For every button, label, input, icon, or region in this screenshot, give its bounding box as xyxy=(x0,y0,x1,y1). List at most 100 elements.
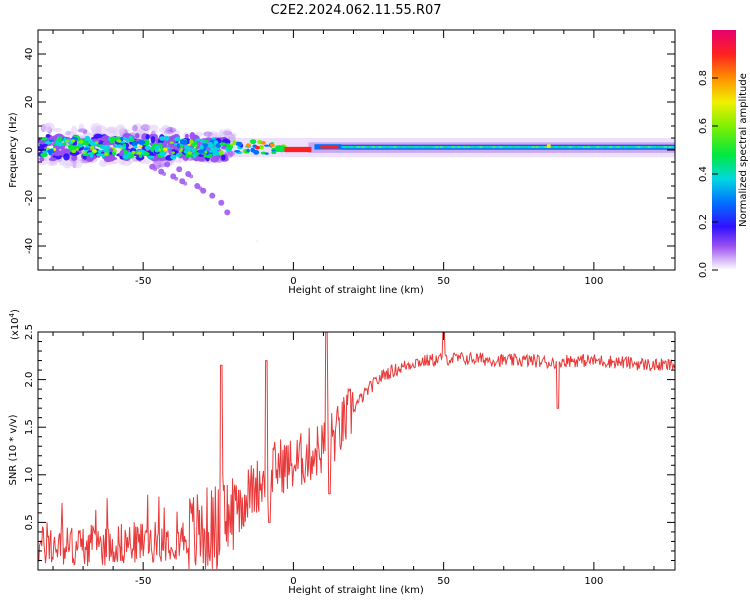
spectrogram-blob xyxy=(131,141,138,147)
spectrogram-blob xyxy=(45,133,51,138)
colorbar-tick-label: 0.8 xyxy=(698,70,709,86)
spectrogram-blob xyxy=(631,146,635,149)
spectrogram-blob xyxy=(511,146,515,149)
spectrogram-blob xyxy=(218,199,225,206)
spectrogram-blob xyxy=(181,139,188,145)
spectrogram-blob xyxy=(184,133,189,139)
spectrogram-blob xyxy=(101,135,110,142)
spectrogram-blob xyxy=(145,133,150,141)
spectrogram-blob xyxy=(134,132,140,139)
spectrogram-blob xyxy=(250,147,256,153)
spectrogram-blob xyxy=(361,146,365,149)
spectrogram-blob xyxy=(90,145,95,150)
spectrogram-blob xyxy=(75,148,79,151)
spectrogram-blob xyxy=(616,146,620,149)
spectrogram-blob xyxy=(519,146,523,149)
spectrogram-blob xyxy=(405,146,409,149)
spectrogram-blob xyxy=(111,147,116,150)
spectrogram-blob xyxy=(71,159,83,169)
spectrogram-blob xyxy=(179,148,183,152)
snr-axes: -50 0 50 100 0.5 1.0 1.5 2.0 2.5 xyxy=(24,324,675,587)
spectrogram-blob xyxy=(474,146,478,149)
spectrogram-blob xyxy=(198,186,203,191)
colorbar-gradient xyxy=(712,30,736,270)
spectrogram-blob xyxy=(424,146,429,149)
spectrogram-blob xyxy=(192,154,197,159)
spectrogram-blob xyxy=(112,149,117,153)
spectrogram-blob xyxy=(109,136,117,142)
spectrogram-blob xyxy=(256,240,259,243)
x-tick-label: -50 xyxy=(135,576,151,587)
x-tick-label: 100 xyxy=(584,576,603,587)
spectrogram-blob xyxy=(65,140,70,143)
spectrogram-blob xyxy=(385,146,389,149)
spectrogram-blob xyxy=(171,151,175,154)
spectrogram-blob xyxy=(143,151,150,156)
spectrogram-blob xyxy=(120,136,124,142)
snr-xlabel: Height of straight line (km) xyxy=(288,585,424,596)
spectrogram-blob xyxy=(57,141,63,147)
spectrogram-blob xyxy=(264,144,270,147)
spectrogram-blob xyxy=(148,124,159,132)
strong-line-segment xyxy=(284,146,312,153)
spectrogram-blob xyxy=(160,151,167,157)
spectrogram-blob xyxy=(531,146,536,149)
spectrogram-blob xyxy=(62,158,73,169)
spectrogram-blob xyxy=(483,146,487,149)
spectrogram-blob xyxy=(39,156,45,162)
spectrogram-blob xyxy=(161,124,171,132)
spectrogram-blob xyxy=(173,138,180,141)
spectrogram-blob xyxy=(180,144,184,148)
colorbar-axes: 0.0 0.2 0.4 0.6 0.8 xyxy=(698,70,718,278)
spectrogram-blob xyxy=(345,146,350,149)
spectrogram-blob xyxy=(658,146,663,149)
x-tick-label: 100 xyxy=(584,276,603,287)
spectrogram-blob xyxy=(67,144,74,150)
spectrogram-blob xyxy=(52,127,63,132)
spectrogram-blob xyxy=(91,125,102,134)
spectrogram-image xyxy=(38,122,675,243)
spectrogram-blob xyxy=(466,146,471,149)
spectrogram-blob xyxy=(83,141,90,146)
spectrogram-blob xyxy=(163,135,170,141)
spectrogram-axes: -50 0 50 100 40 20 0 -20 -40 xyxy=(24,30,675,287)
spectrogram-blob xyxy=(48,157,57,162)
y-tick-label: 2.0 xyxy=(24,372,35,388)
spectrogram-blob xyxy=(221,154,226,161)
spectrogram-blob xyxy=(71,150,77,153)
spectrogram-blob xyxy=(398,146,402,149)
steady-line-core xyxy=(341,145,675,149)
spectrogram-blob xyxy=(63,153,70,161)
spectrogram-blob xyxy=(504,146,508,149)
spectrogram-blob xyxy=(210,155,220,163)
snr-multiplier-base: (x10 xyxy=(10,317,21,340)
spectrogram-blob xyxy=(224,209,231,216)
spectrogram-blob xyxy=(193,140,198,144)
spectrogram-blob xyxy=(428,146,433,149)
spectrogram-blob xyxy=(479,146,483,149)
figure-title: C2E2.2024.062.11.55.R07 xyxy=(270,3,441,18)
spectrogram-blob xyxy=(122,154,130,160)
spectrogram-blob xyxy=(260,141,266,145)
spectrogram-blob xyxy=(162,147,168,152)
spectrogram-blob xyxy=(105,141,116,146)
spectrogram-blob xyxy=(89,154,93,158)
spectrogram-blob xyxy=(115,124,126,133)
spectrogram-ylabel: Frequency (Hz) xyxy=(8,112,19,188)
spectrogram-blob xyxy=(40,137,48,141)
spectrogram-blob xyxy=(249,139,257,145)
spectrogram-blob xyxy=(77,128,88,133)
spectrogram-blob xyxy=(176,166,183,173)
spectrogram-blob xyxy=(189,139,194,144)
spectrogram-blob xyxy=(219,142,227,146)
spectrogram-blob xyxy=(146,155,155,159)
colorbar-tick-label: 0.4 xyxy=(698,166,709,182)
snr-frame xyxy=(37,331,676,571)
spectrogram-blob xyxy=(224,150,236,157)
spectrogram-blob xyxy=(95,141,99,145)
spectrogram-blob xyxy=(187,143,191,146)
spectrogram-blob xyxy=(574,146,578,149)
spectrogram-blob xyxy=(53,147,56,152)
spectrogram-blob xyxy=(96,153,104,157)
colorbar-tick-label: 0.6 xyxy=(698,118,709,134)
